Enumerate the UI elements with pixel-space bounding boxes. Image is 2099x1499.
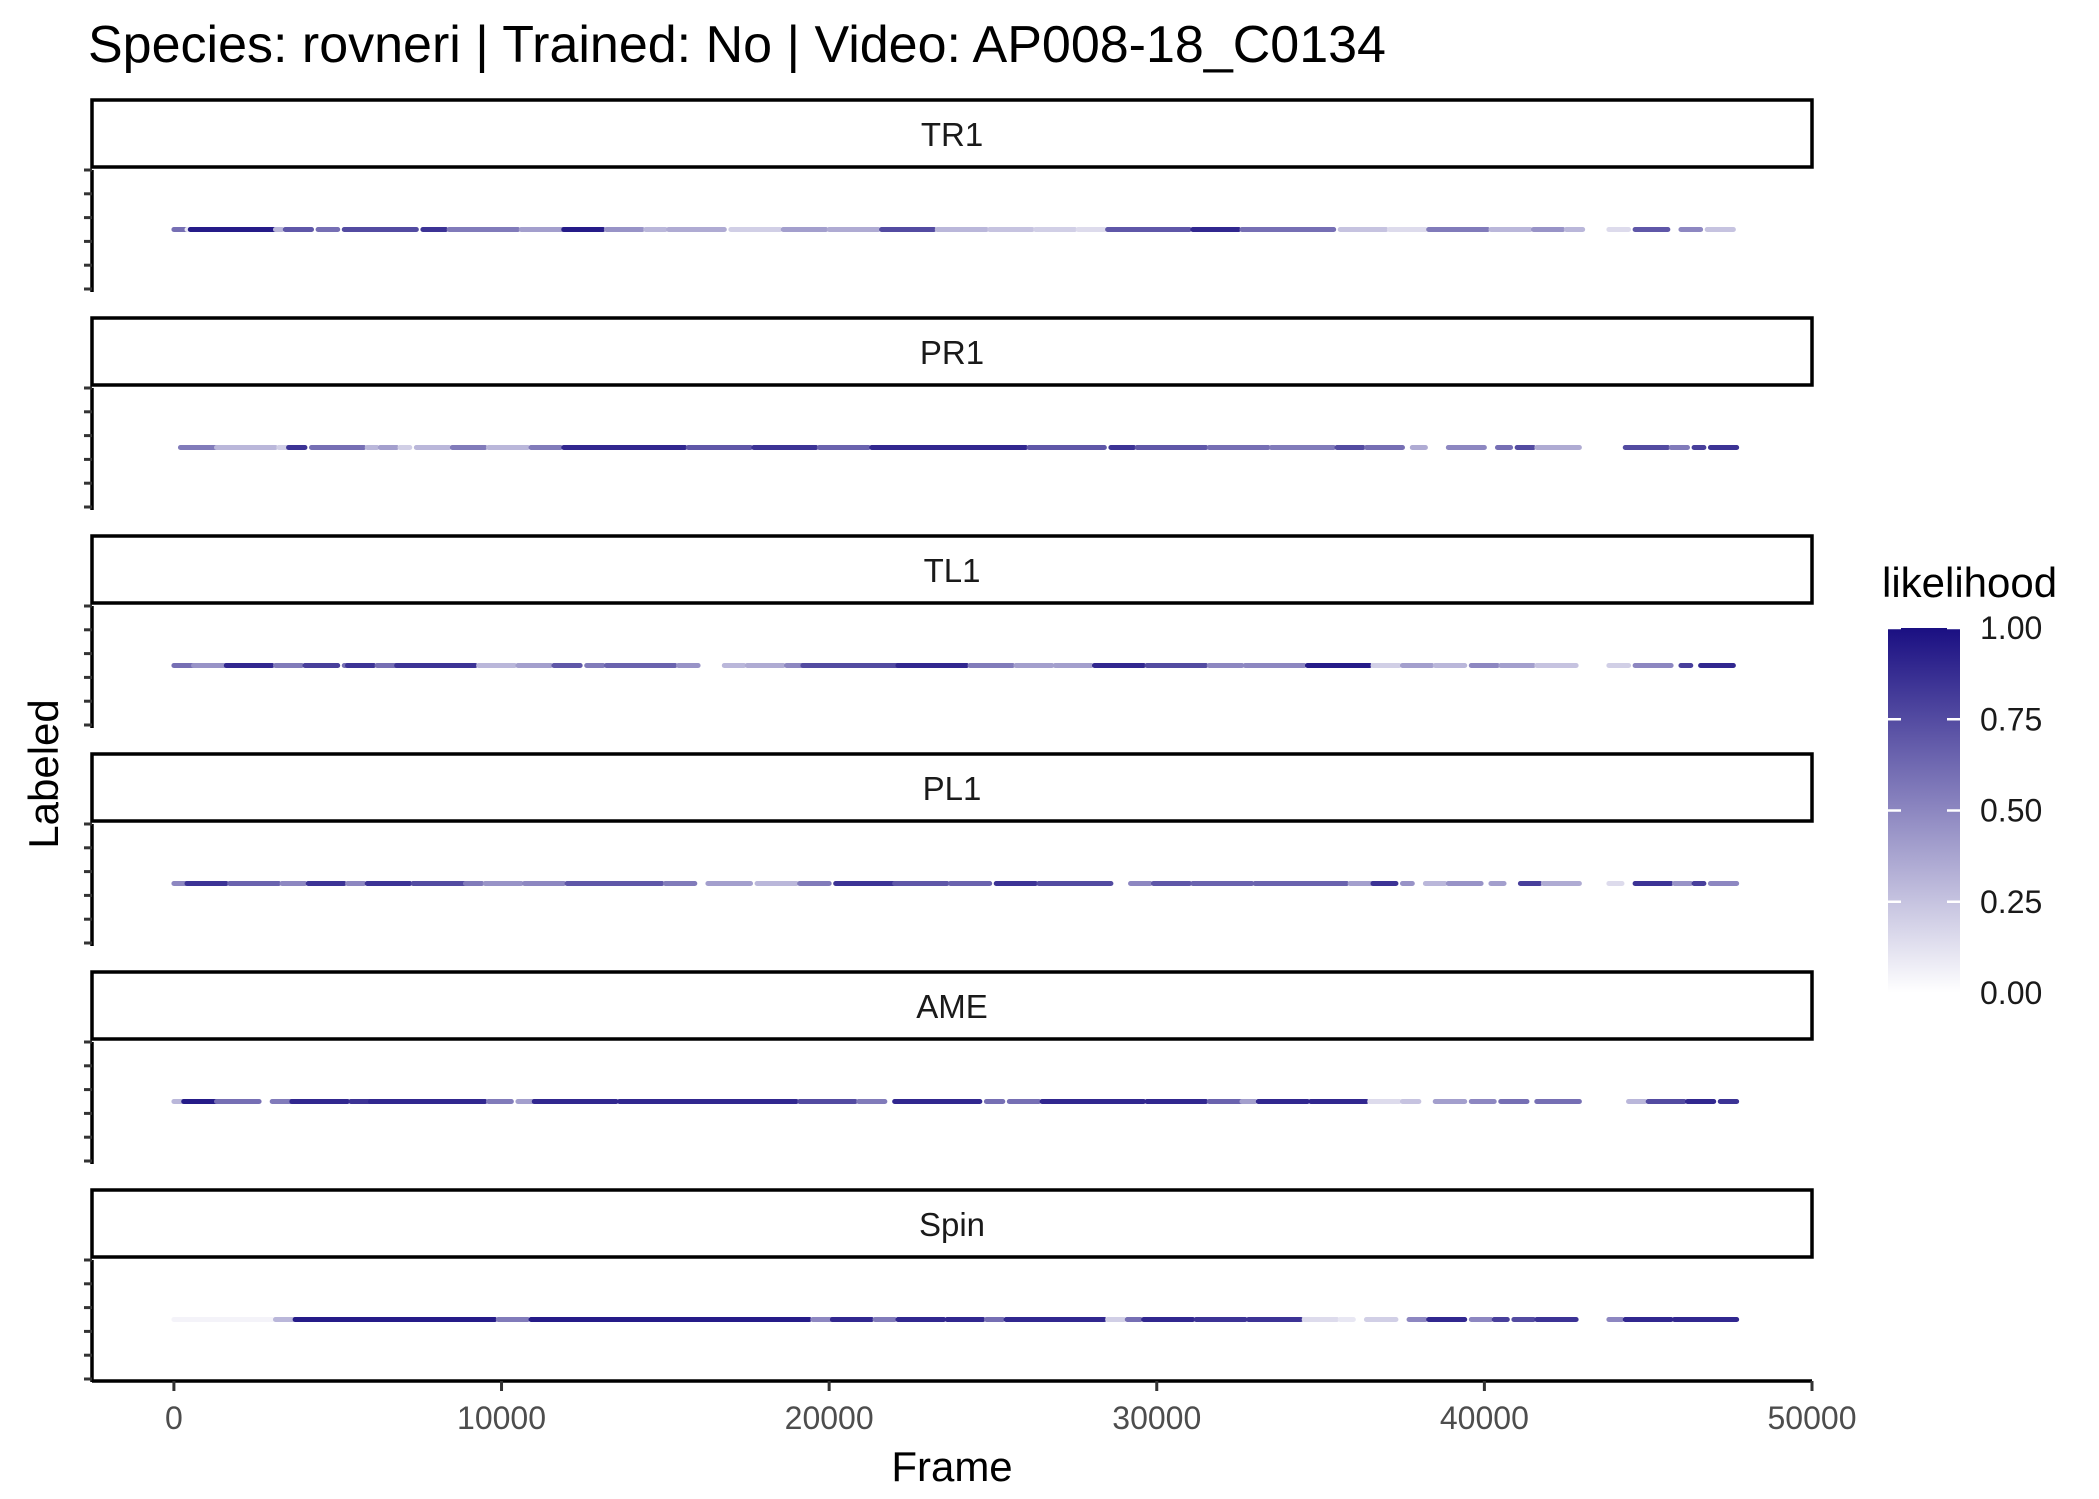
facet-spin: Spin [84, 1188, 1814, 1382]
x-tick-label: 40000 [1440, 1400, 1529, 1436]
facet-tr1: TR1 [84, 98, 1814, 292]
facet-strip-label: AME [916, 988, 988, 1025]
facet-pl1: PL1 [84, 752, 1814, 946]
facet-strip-label: PL1 [923, 770, 982, 807]
x-tick-label: 20000 [785, 1400, 874, 1436]
facet-panels: TR1 PR1 TL1 PL1 AME Spin [84, 98, 1814, 1382]
x-tick-label: 10000 [457, 1400, 546, 1436]
x-tick-label: 50000 [1768, 1400, 1857, 1436]
chart-title: Species: rovneri | Trained: No | Video: … [88, 16, 1386, 74]
facet-strip [90, 970, 1814, 1041]
facet-strip-label: TR1 [921, 116, 983, 153]
x-axis-title: Frame [891, 1443, 1012, 1490]
colorbar-title: likelihood [1882, 559, 2057, 606]
colorbar-legend: likelihood 0.00 0.25 0.50 0.75 1.00 [1882, 559, 2057, 1011]
colorbar-tick-label: 0.00 [1980, 975, 2042, 1011]
facet-strip-label: Spin [919, 1206, 985, 1243]
facet-strip-label: PR1 [920, 334, 984, 371]
facet-tl1: TL1 [84, 534, 1814, 728]
x-axis: 0 10000 20000 30000 40000 50000 [92, 1379, 1857, 1436]
facet-ame: AME [84, 970, 1814, 1164]
facet-strip-label: TL1 [924, 552, 981, 589]
x-tick-label: 30000 [1112, 1400, 1201, 1436]
y-axis-title: Labeled [20, 699, 67, 848]
facet-strip [90, 752, 1814, 823]
colorbar-tick-label: 0.50 [1980, 793, 2042, 829]
colorbar-tick-label: 1.00 [1980, 610, 2042, 646]
facet-strip [90, 316, 1814, 387]
x-tick-label: 0 [165, 1400, 183, 1436]
facet-strip [90, 98, 1814, 169]
facet-strip [90, 534, 1814, 605]
colorbar-tick-label: 0.25 [1980, 884, 2042, 920]
facet-strip [90, 1188, 1814, 1259]
colorbar-tick-label: 0.75 [1980, 701, 2042, 737]
facet-pr1: PR1 [84, 316, 1814, 510]
